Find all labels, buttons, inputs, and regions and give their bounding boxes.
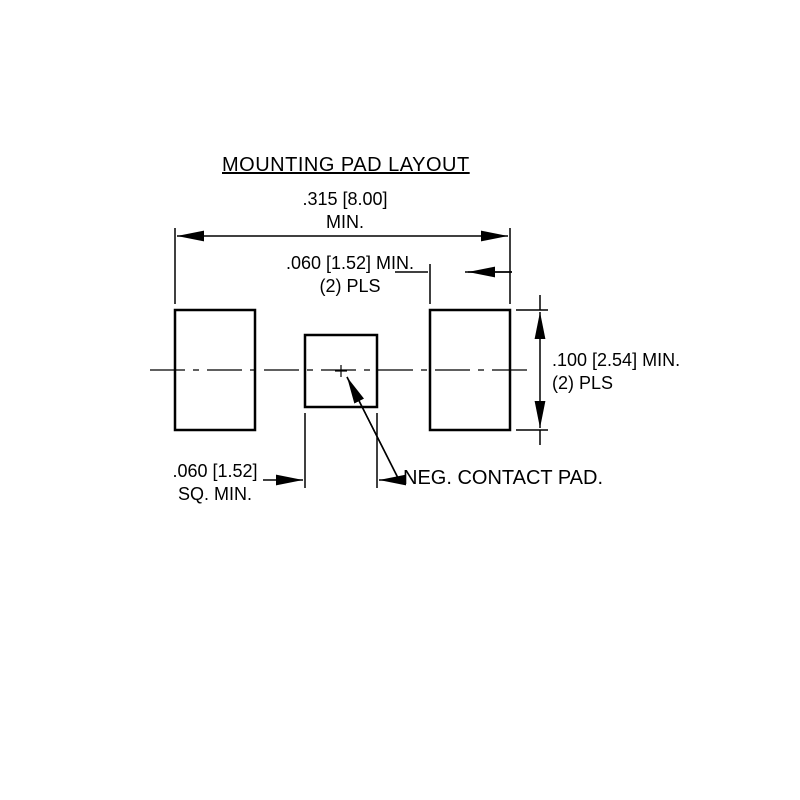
diagram-svg: [0, 0, 800, 800]
leader-neg-1: [347, 377, 398, 478]
diagram-canvas: MOUNTING PAD LAYOUT .315 [8.00] MIN. .06…: [0, 0, 800, 800]
